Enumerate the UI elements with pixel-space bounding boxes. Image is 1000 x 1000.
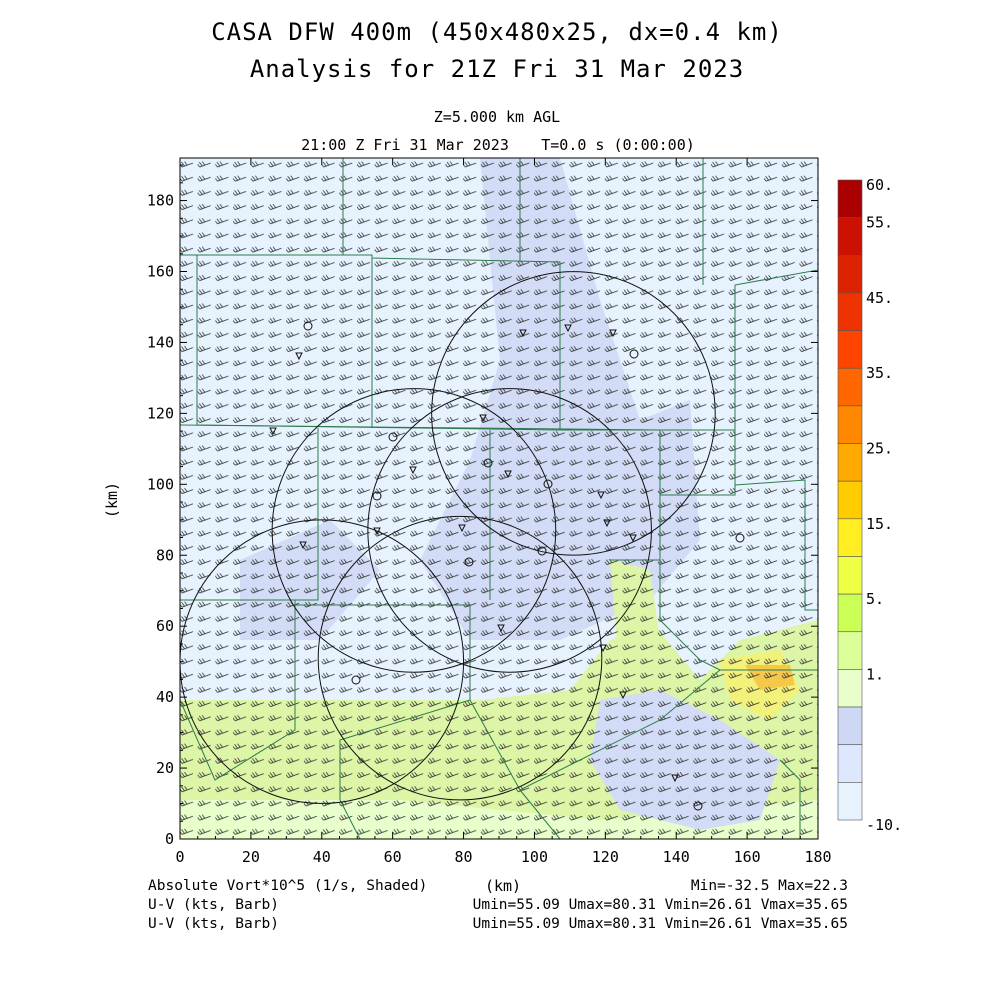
x-tick-label: 180 — [804, 848, 831, 866]
colorbar-swatch — [837, 443, 863, 482]
y-tick-label: 60 — [156, 617, 174, 635]
colorbar-label: 5. — [866, 590, 884, 608]
y-tick-label: 160 — [147, 263, 174, 281]
x-tick-label: 160 — [734, 848, 761, 866]
colorbar-label: 35. — [866, 364, 893, 382]
x-tick-label: 140 — [663, 848, 690, 866]
time-label: 21:00 Z Fri 31 Mar 2023 — [301, 136, 509, 154]
y-axis: 0 20 40 60 80 100 120 140 160 180 — [147, 164, 818, 848]
y-tick-label: 100 — [147, 475, 174, 493]
colorbar-swatch — [837, 405, 863, 444]
colorbar-swatch — [837, 744, 863, 783]
colorbar-label: -10. — [866, 816, 902, 834]
y-tick-label: 40 — [156, 688, 174, 706]
x-tick-label: 60 — [384, 848, 402, 866]
level-label: Z=5.000 km AGL — [434, 108, 560, 126]
colorbar-swatch — [837, 631, 863, 670]
timestep-label: T=0.0 s (0:00:00) — [541, 136, 695, 154]
colorbar-label: 60. — [866, 176, 893, 194]
radar-ring — [367, 388, 652, 673]
field-stats: Min=-32.5 Max=22.3 — [691, 878, 848, 894]
y-axis-label: (km) — [103, 482, 121, 518]
colorbar-swatch — [837, 330, 863, 369]
radar-ring — [271, 388, 557, 673]
x-axis: 0 20 40 60 80 100 120 140 160 180 — [175, 158, 832, 866]
radar-ring — [317, 515, 603, 801]
y-tick-label: 0 — [165, 830, 174, 848]
plot-area — [180, 158, 818, 839]
colorbar-swatch — [837, 217, 863, 256]
wind-label-2: U-V (kts, Barb) — [148, 916, 279, 932]
wind-stats-1: Umin=55.09 Umax=80.31 Vmin=26.61 Vmax=35… — [473, 897, 848, 913]
y-tick-label: 140 — [147, 333, 174, 351]
wind-barbs — [180, 158, 818, 839]
wind-label-1: U-V (kts, Barb) — [148, 897, 279, 913]
colorbar-swatch — [837, 782, 863, 821]
colorbar-label: 15. — [866, 515, 893, 533]
radar-ring — [180, 519, 465, 804]
colorbar-label: 45. — [866, 289, 893, 307]
colorbar-swatch — [837, 367, 863, 407]
colorbar — [837, 179, 863, 821]
colorbar-swatch — [837, 179, 863, 218]
colorbar-labels: 60. 55. 45. 35. 25. 15. 5. 1. -10. — [866, 176, 902, 834]
radar-ring — [431, 271, 716, 556]
y-tick-label: 120 — [147, 404, 174, 422]
x-tick-label: 0 — [175, 848, 184, 866]
colorbar-swatch — [837, 669, 863, 708]
county-boundaries — [180, 158, 818, 839]
x-tick-label: 100 — [521, 848, 548, 866]
x-tick-label: 80 — [455, 848, 473, 866]
y-tick-label: 20 — [156, 759, 174, 777]
x-tick-label: 20 — [242, 848, 260, 866]
colorbar-swatch — [837, 706, 863, 746]
chart-title: CASA DFW 400m (450x480x25, dx=0.4 km) — [211, 18, 783, 46]
radar-range-rings — [180, 271, 716, 804]
x-tick-label: 120 — [592, 848, 619, 866]
colorbar-swatch — [837, 556, 863, 595]
y-tick-label: 80 — [156, 546, 174, 564]
colorbar-label: 25. — [866, 440, 893, 458]
colorbar-swatch — [837, 254, 863, 294]
x-tick-label: 40 — [313, 848, 331, 866]
colorbar-swatch — [837, 593, 863, 633]
wind-stats-2: Umin=55.09 Umax=80.31 Vmin=26.61 Vmax=35… — [473, 916, 848, 932]
x-axis-label: (km) — [485, 877, 521, 895]
colorbar-swatch — [837, 480, 863, 520]
chart-subtitle: Analysis for 21Z Fri 31 Mar 2023 — [250, 55, 744, 83]
colorbar-swatch — [837, 292, 863, 331]
colorbar-swatch — [837, 518, 863, 557]
y-tick-label: 180 — [147, 192, 174, 210]
colorbar-label: 1. — [866, 665, 884, 683]
colorbar-label: 55. — [866, 214, 893, 232]
station-markers — [269, 321, 745, 811]
field-label: Absolute Vort*10^5 (1/s, Shaded) — [148, 878, 427, 894]
